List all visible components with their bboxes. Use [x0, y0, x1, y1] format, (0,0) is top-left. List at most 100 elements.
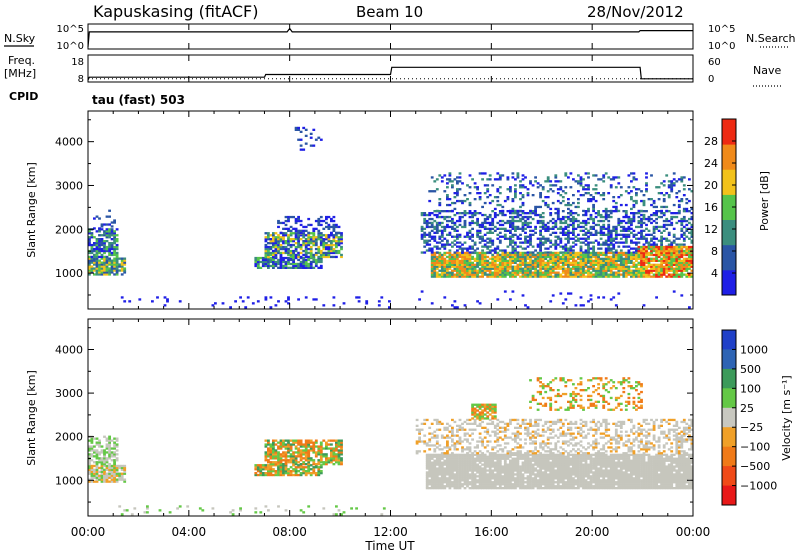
data-cell [267, 459, 270, 462]
data-cell [574, 263, 578, 266]
data-cell [551, 225, 555, 229]
data-cell [478, 223, 482, 227]
data-cell [630, 275, 633, 278]
data-cell [93, 437, 96, 440]
data-cell [488, 481, 492, 484]
data-cell [476, 465, 479, 468]
data-cell [473, 269, 477, 272]
data-cell [440, 245, 444, 248]
data-cell [163, 304, 167, 307]
data-cell [688, 275, 691, 278]
data-cell [640, 253, 643, 257]
data-cell [108, 271, 111, 274]
data-cell [423, 235, 427, 238]
data-cell [425, 453, 429, 456]
data-cell [483, 259, 487, 262]
data-cell [544, 223, 548, 227]
data-cell [645, 182, 648, 185]
data-cell [110, 247, 114, 251]
data-cell [476, 251, 479, 255]
data-cell [478, 473, 482, 476]
data-cell [461, 212, 464, 215]
data-cell [531, 251, 535, 254]
data-cell [443, 217, 447, 221]
data-cell [435, 481, 439, 484]
data-cell [425, 473, 429, 476]
data-cell [493, 275, 497, 278]
data-cell [688, 217, 691, 221]
data-cell [264, 451, 268, 454]
data-cell [435, 227, 439, 230]
data-cell [330, 459, 333, 462]
data-cell [90, 234, 94, 237]
data-cell [284, 215, 288, 219]
data-cell [531, 273, 535, 276]
data-cell [496, 203, 500, 207]
data-cell [304, 443, 308, 446]
data-cell [103, 259, 106, 262]
data-cell [488, 267, 492, 270]
data-cell [468, 201, 472, 205]
data-cell [682, 257, 686, 260]
data-cell [498, 481, 502, 484]
data-cell [657, 271, 661, 274]
data-cell [680, 253, 684, 257]
data-cell [458, 477, 462, 480]
data-cell [478, 275, 482, 278]
data-cell [115, 259, 119, 262]
data-cell [544, 251, 548, 254]
data-cell [612, 257, 616, 260]
data-cell [461, 215, 464, 219]
data-cell [614, 259, 618, 262]
data-cell [587, 199, 590, 203]
data-cell [93, 259, 96, 262]
data-cell [476, 269, 479, 272]
data-cell [579, 265, 583, 268]
data-cell [420, 212, 424, 215]
data-cell [672, 269, 676, 272]
data-cell [561, 217, 565, 221]
data-cell [491, 275, 495, 278]
data-cell [645, 176, 648, 179]
data-cell [637, 271, 641, 274]
data-cell [113, 443, 116, 446]
data-cell [420, 225, 424, 229]
data-cell [597, 223, 600, 227]
data-cell [478, 172, 482, 175]
data-cell [493, 461, 497, 464]
data-cell [443, 229, 447, 232]
data-cell [299, 264, 303, 268]
data-cell [438, 203, 442, 207]
data-cell [599, 261, 603, 264]
data-cell [115, 257, 119, 260]
data-cell [660, 273, 663, 276]
data-cell [423, 239, 427, 242]
data-cell [614, 186, 618, 189]
data-cell [279, 236, 283, 239]
data-cell [617, 273, 621, 276]
data-cell [466, 249, 469, 252]
data-cell [526, 263, 530, 266]
data-cell [481, 221, 484, 225]
data-cell [642, 259, 646, 262]
data-cell [433, 255, 437, 259]
data-cell [690, 229, 694, 232]
data-cell [503, 271, 507, 274]
data-cell [561, 190, 565, 193]
data-cell [90, 259, 94, 262]
data-cell [554, 241, 558, 244]
data-cell [670, 263, 674, 266]
data-cell [564, 249, 568, 252]
data-cell [95, 255, 99, 259]
data-cell [309, 238, 313, 241]
data-cell [466, 265, 469, 268]
data-cell [440, 461, 444, 464]
data-cell [299, 251, 303, 255]
data-cell [584, 255, 588, 259]
data-cell [425, 249, 429, 252]
data-cell [665, 205, 669, 209]
data-cell [108, 474, 111, 477]
data-cell [604, 253, 608, 257]
data-cell [299, 130, 303, 133]
